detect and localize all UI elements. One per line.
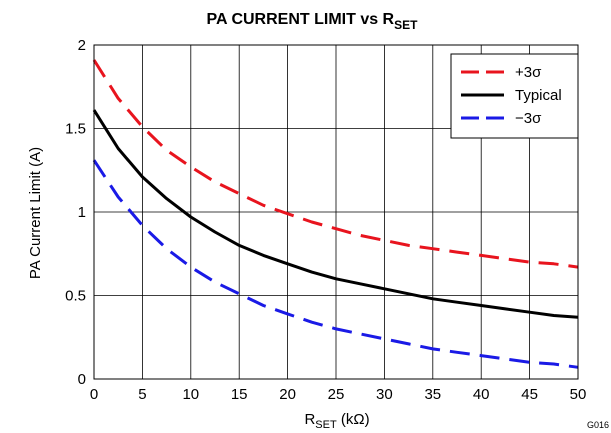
x-tick-label: 45 (521, 386, 538, 403)
x-axis-label-subscript: SET (315, 419, 337, 431)
y-tick-label: 1.5 (65, 121, 86, 138)
series-minus-3sigma-line (92, 159, 579, 369)
series-layer (92, 59, 579, 369)
x-tick-label: 40 (473, 386, 490, 403)
legend-label: −3σ (515, 110, 542, 127)
y-tick-label: 2 (78, 37, 86, 54)
x-tick-label: 5 (138, 386, 146, 403)
y-tick-label: 0 (78, 371, 86, 388)
chart-title-main: PA CURRENT LIMIT vs R (207, 11, 395, 28)
y-axis-label: PA Current Limit (A) (27, 147, 44, 279)
x-axis-label-unit: (kΩ) (337, 411, 370, 428)
chart-title: PA CURRENT LIMIT vs RSET (207, 11, 419, 32)
x-tick-label: 20 (279, 386, 296, 403)
x-tick-label: 15 (231, 386, 248, 403)
legend-label: Typical (515, 87, 562, 104)
x-tick-label: 25 (328, 386, 345, 403)
x-tick-label: 50 (570, 386, 587, 403)
y-tick-label: 1 (78, 204, 86, 221)
x-tick-label: 30 (376, 386, 393, 403)
x-tick-label: 10 (182, 386, 199, 403)
legend-label: +3σ (515, 64, 542, 81)
figure-code: G016 (587, 420, 609, 430)
x-axis-label-main: R (304, 411, 315, 428)
x-tick-labels: 0 5 10 15 20 25 30 35 40 45 50 (90, 386, 587, 403)
x-axis-label: RSET (kΩ) (304, 411, 369, 431)
chart-title-subscript: SET (394, 18, 418, 32)
y-tick-label: 0.5 (65, 288, 86, 305)
series-plus-3sigma-line (92, 59, 579, 269)
legend: +3σ Typical −3σ (450, 53, 579, 139)
x-tick-label: 0 (90, 386, 98, 403)
series-typical-line (92, 109, 579, 319)
plot-frame (93, 44, 579, 380)
x-tick-label: 35 (424, 386, 441, 403)
y-tick-labels: 0 0.5 1 1.5 2 (65, 37, 86, 388)
